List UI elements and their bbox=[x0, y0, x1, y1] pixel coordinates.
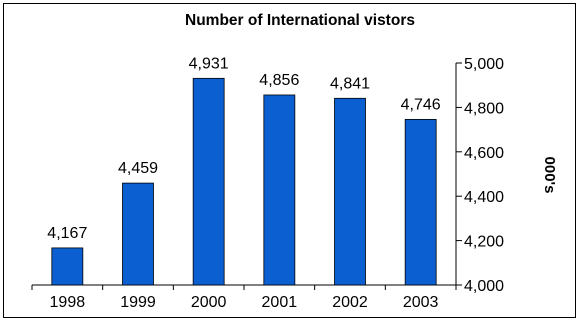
data-label: 4,841 bbox=[330, 75, 370, 92]
chart-title: Number of International vistors bbox=[185, 12, 415, 29]
data-label: 4,856 bbox=[259, 72, 299, 89]
data-label: 4,931 bbox=[189, 55, 229, 72]
bar bbox=[122, 182, 154, 286]
data-label: 4,746 bbox=[401, 96, 441, 113]
x-tick-label: 1999 bbox=[120, 294, 156, 311]
bar bbox=[263, 94, 296, 286]
y-tick-label: 4,200 bbox=[464, 234, 504, 251]
y-tick-label: 4,800 bbox=[464, 100, 504, 117]
x-tick-label: 2002 bbox=[332, 294, 368, 311]
bar bbox=[404, 118, 437, 286]
x-tick-label: 2000 bbox=[191, 294, 227, 311]
plot-area: 4,000 4,200 4,400 4,600 4,800 5,000 4,167 1998 4… bbox=[31, 55, 504, 311]
x-tick-label: 2003 bbox=[403, 294, 439, 311]
y-tick-label: 4,400 bbox=[464, 189, 504, 206]
bar bbox=[334, 97, 366, 286]
bar bbox=[192, 77, 225, 286]
y-tick-label: 4,000 bbox=[464, 278, 504, 295]
y-tick-label: 4,600 bbox=[464, 145, 504, 162]
data-label: 4,167 bbox=[47, 225, 87, 242]
y-tick-label: 5,000 bbox=[464, 56, 504, 73]
x-tick-label: 2001 bbox=[262, 294, 298, 311]
data-label: 4,459 bbox=[118, 160, 158, 177]
y-axis-label: 000's bbox=[541, 157, 558, 194]
x-tick-label: 1998 bbox=[50, 294, 86, 311]
bar bbox=[51, 247, 84, 286]
